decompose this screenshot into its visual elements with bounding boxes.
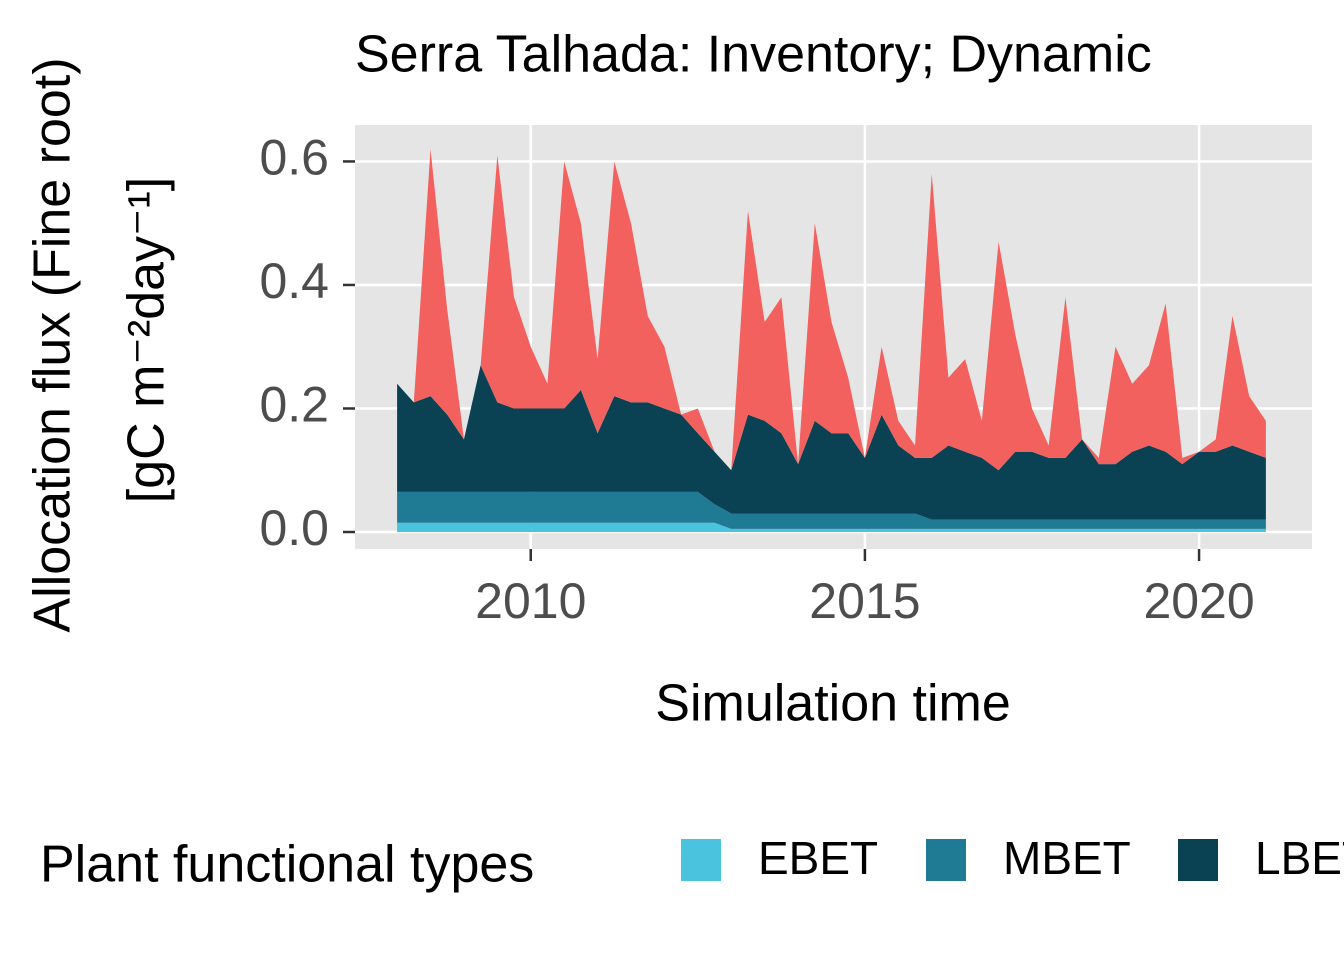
- y-axis-title: Allocation flux (Fine root): [24, 57, 82, 632]
- legend-key: [1176, 837, 1220, 883]
- y-axis-title: [gC m⁻²day⁻¹]: [118, 177, 176, 504]
- area: [397, 522, 1266, 533]
- legend-label: LBET: [1255, 832, 1344, 884]
- legend-key: [924, 837, 968, 883]
- area: [397, 365, 1266, 520]
- x-tick-label: 2015: [809, 573, 920, 629]
- legend-key: [679, 837, 723, 883]
- x-tick-label: 2020: [1143, 573, 1254, 629]
- area: [397, 149, 1266, 471]
- y-tick-label: 0.2: [259, 377, 329, 433]
- legend-title: Plant functional types: [40, 836, 534, 894]
- y-tick-label: 0.4: [259, 253, 329, 309]
- y-tick-label: 0.6: [259, 130, 329, 186]
- chart-title: Serra Talhada: Inventory; Dynamic: [355, 26, 1152, 84]
- y-tick-label: 0.0: [259, 500, 329, 556]
- x-tick-label: 2010: [475, 573, 586, 629]
- legend-label: EBET: [758, 832, 878, 884]
- x-axis-title: Simulation time: [655, 675, 1010, 733]
- legend-label: MBET: [1003, 832, 1131, 884]
